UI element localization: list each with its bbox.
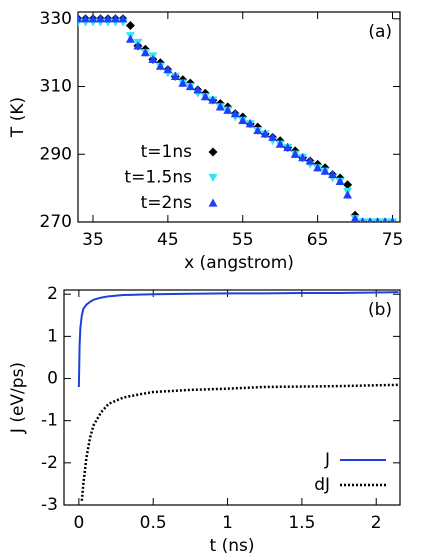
point — [382, 217, 388, 222]
point — [185, 82, 195, 91]
point — [313, 163, 323, 172]
legend-label: t=2ns — [141, 193, 193, 213]
point — [375, 217, 381, 222]
x-tick-label: 75 — [382, 230, 404, 250]
point — [305, 156, 315, 165]
point — [223, 105, 233, 114]
point — [118, 14, 128, 23]
y-tick-label: 330 — [40, 9, 72, 29]
legend-label: t=1.5ns — [124, 168, 192, 188]
x-tick-label: 35 — [82, 230, 104, 250]
point — [230, 109, 240, 118]
point — [335, 176, 345, 185]
point — [125, 34, 135, 43]
point — [148, 54, 158, 64]
point — [163, 65, 173, 74]
point — [140, 48, 150, 57]
point — [268, 132, 278, 141]
point — [320, 166, 330, 175]
point — [88, 14, 98, 23]
x-axis-label: t (ns) — [210, 536, 255, 555]
y-tick-label: 310 — [40, 77, 72, 97]
y-tick-label: 270 — [40, 212, 72, 232]
point — [238, 115, 248, 124]
point — [360, 217, 366, 222]
y-tick-label: 290 — [40, 144, 72, 164]
point — [390, 217, 396, 222]
point — [193, 85, 203, 94]
y-axis-label: J (eV/ps) — [8, 362, 28, 434]
point — [283, 142, 293, 152]
point — [208, 95, 218, 104]
legend-label: J — [324, 450, 330, 470]
plot-area — [77, 291, 399, 501]
y-tick-label: -2 — [41, 453, 58, 473]
y-tick-label: 0 — [47, 369, 58, 389]
point — [103, 14, 113, 23]
point — [350, 214, 360, 222]
legend-label: dJ — [314, 475, 330, 495]
plot-area — [78, 14, 398, 222]
x-tick-label: 0 — [73, 513, 84, 533]
y-axis-label: T (K) — [8, 97, 28, 138]
line-series — [80, 383, 399, 501]
point — [200, 92, 210, 101]
y-tick-label: -3 — [41, 495, 58, 515]
plot-frame — [63, 289, 401, 506]
point — [110, 14, 120, 23]
x-tick-label: 1.5 — [288, 513, 315, 533]
x-tick-label: 1 — [222, 513, 233, 533]
legend-marker — [208, 147, 218, 157]
legend-marker — [208, 198, 218, 207]
legend-label: t=1ns — [141, 142, 193, 162]
point — [343, 190, 353, 199]
point — [125, 21, 135, 31]
y-tick-label: -1 — [41, 411, 58, 431]
point — [170, 71, 180, 80]
point — [253, 126, 263, 135]
point — [275, 139, 285, 148]
x-tick-label: 45 — [157, 230, 179, 250]
point — [343, 180, 353, 190]
point — [367, 217, 373, 222]
point — [95, 14, 105, 23]
x-tick-label: 65 — [307, 230, 329, 250]
point — [80, 14, 90, 23]
legend-marker — [208, 173, 218, 182]
x-tick-label: 0.5 — [140, 513, 167, 533]
point — [215, 102, 225, 111]
y-tick-label: 1 — [47, 326, 58, 346]
y-tick-label: 2 — [47, 284, 58, 304]
x-tick-label: 2 — [371, 513, 382, 533]
point — [290, 149, 300, 158]
point — [245, 119, 255, 128]
x-axis-label: x (angstrom) — [184, 253, 294, 273]
point — [78, 14, 83, 23]
panel-label: (b) — [368, 300, 392, 320]
point — [178, 78, 188, 87]
point — [133, 41, 143, 50]
point — [328, 170, 338, 179]
point — [298, 153, 308, 162]
point — [155, 61, 165, 70]
plot-frame — [77, 11, 401, 223]
x-tick-label: 55 — [232, 230, 254, 250]
panel-label: (a) — [368, 22, 392, 42]
line-series — [77, 291, 399, 387]
point — [260, 129, 270, 138]
